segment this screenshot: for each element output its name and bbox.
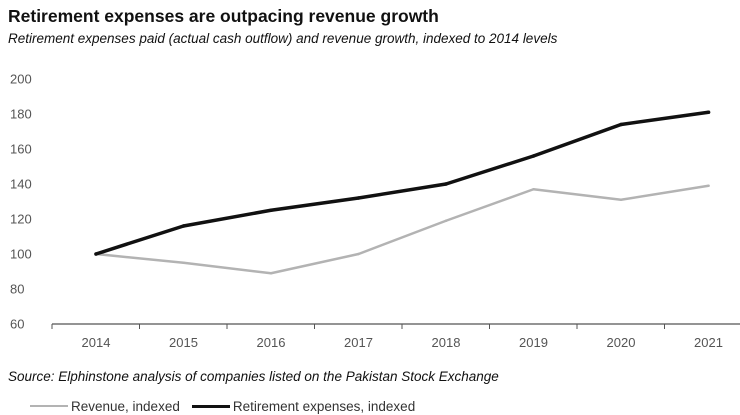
data-point-retirement-2018	[444, 182, 448, 186]
y-tick-label-140: 140	[10, 177, 32, 192]
y-tick-label-80: 80	[10, 282, 24, 297]
x-tick-label-2020: 2020	[607, 335, 636, 350]
data-point-retirement-2015	[181, 224, 186, 228]
y-tick-label-200: 200	[10, 72, 32, 87]
legend-label-revenue: Revenue, indexed	[71, 398, 180, 414]
series-line-retirement	[94, 110, 711, 256]
legend-swatch-revenue	[30, 405, 68, 407]
y-tick-label-120: 120	[10, 212, 32, 227]
x-tick-label-2015: 2015	[169, 335, 198, 350]
data-point-retirement-2016	[269, 208, 273, 212]
chart-title: Retirement expenses are outpacing revenu…	[8, 6, 439, 26]
data-point-retirement-2020	[619, 122, 623, 127]
x-tick-label-2016: 2016	[257, 335, 286, 350]
y-tick-label-100: 100	[10, 247, 32, 262]
source-note: Source: Elphinstone analysis of companie…	[8, 369, 499, 384]
x-tick-label-2014: 2014	[82, 335, 111, 350]
y-tick-label-160: 160	[10, 142, 32, 157]
legend-label-retirement: Retirement expenses, indexed	[232, 398, 416, 414]
data-point-revenue-2017	[357, 252, 360, 256]
line-chart: 60 80 100 120 140 160 180 200 2014 2015 2016 2017 20…	[10, 72, 740, 350]
x-tick-label-2017: 2017	[344, 335, 373, 350]
legend-swatch-retirement	[191, 404, 230, 408]
data-point-retirement-2017	[356, 196, 361, 200]
data-point-revenue-2021	[707, 184, 710, 187]
y-tick-label-180: 180	[10, 107, 32, 122]
legend-item-revenue: Revenue, indexed	[30, 399, 180, 414]
data-point-retirement-2021	[706, 110, 711, 114]
data-point-retirement-2014	[94, 252, 98, 256]
x-tick-label-2021: 2021	[694, 335, 723, 350]
data-point-revenue-2020	[619, 198, 623, 201]
data-point-retirement-2019	[531, 154, 536, 158]
data-point-revenue-2018	[444, 219, 448, 222]
data-point-revenue-2019	[532, 188, 535, 191]
x-tick-label-2019: 2019	[519, 335, 548, 350]
chart-subtitle: Retirement expenses paid (actual cash ou…	[8, 31, 558, 46]
data-point-revenue-2016	[269, 272, 273, 275]
legend: Revenue, indexed Retirement expenses, in…	[30, 397, 427, 415]
legend-item-retirement: Retirement expenses, indexed	[191, 398, 416, 414]
series-line-revenue	[94, 184, 710, 275]
x-tick-label-2018: 2018	[432, 335, 461, 350]
data-point-revenue-2015	[182, 261, 185, 264]
y-tick-label-60: 60	[10, 317, 24, 332]
